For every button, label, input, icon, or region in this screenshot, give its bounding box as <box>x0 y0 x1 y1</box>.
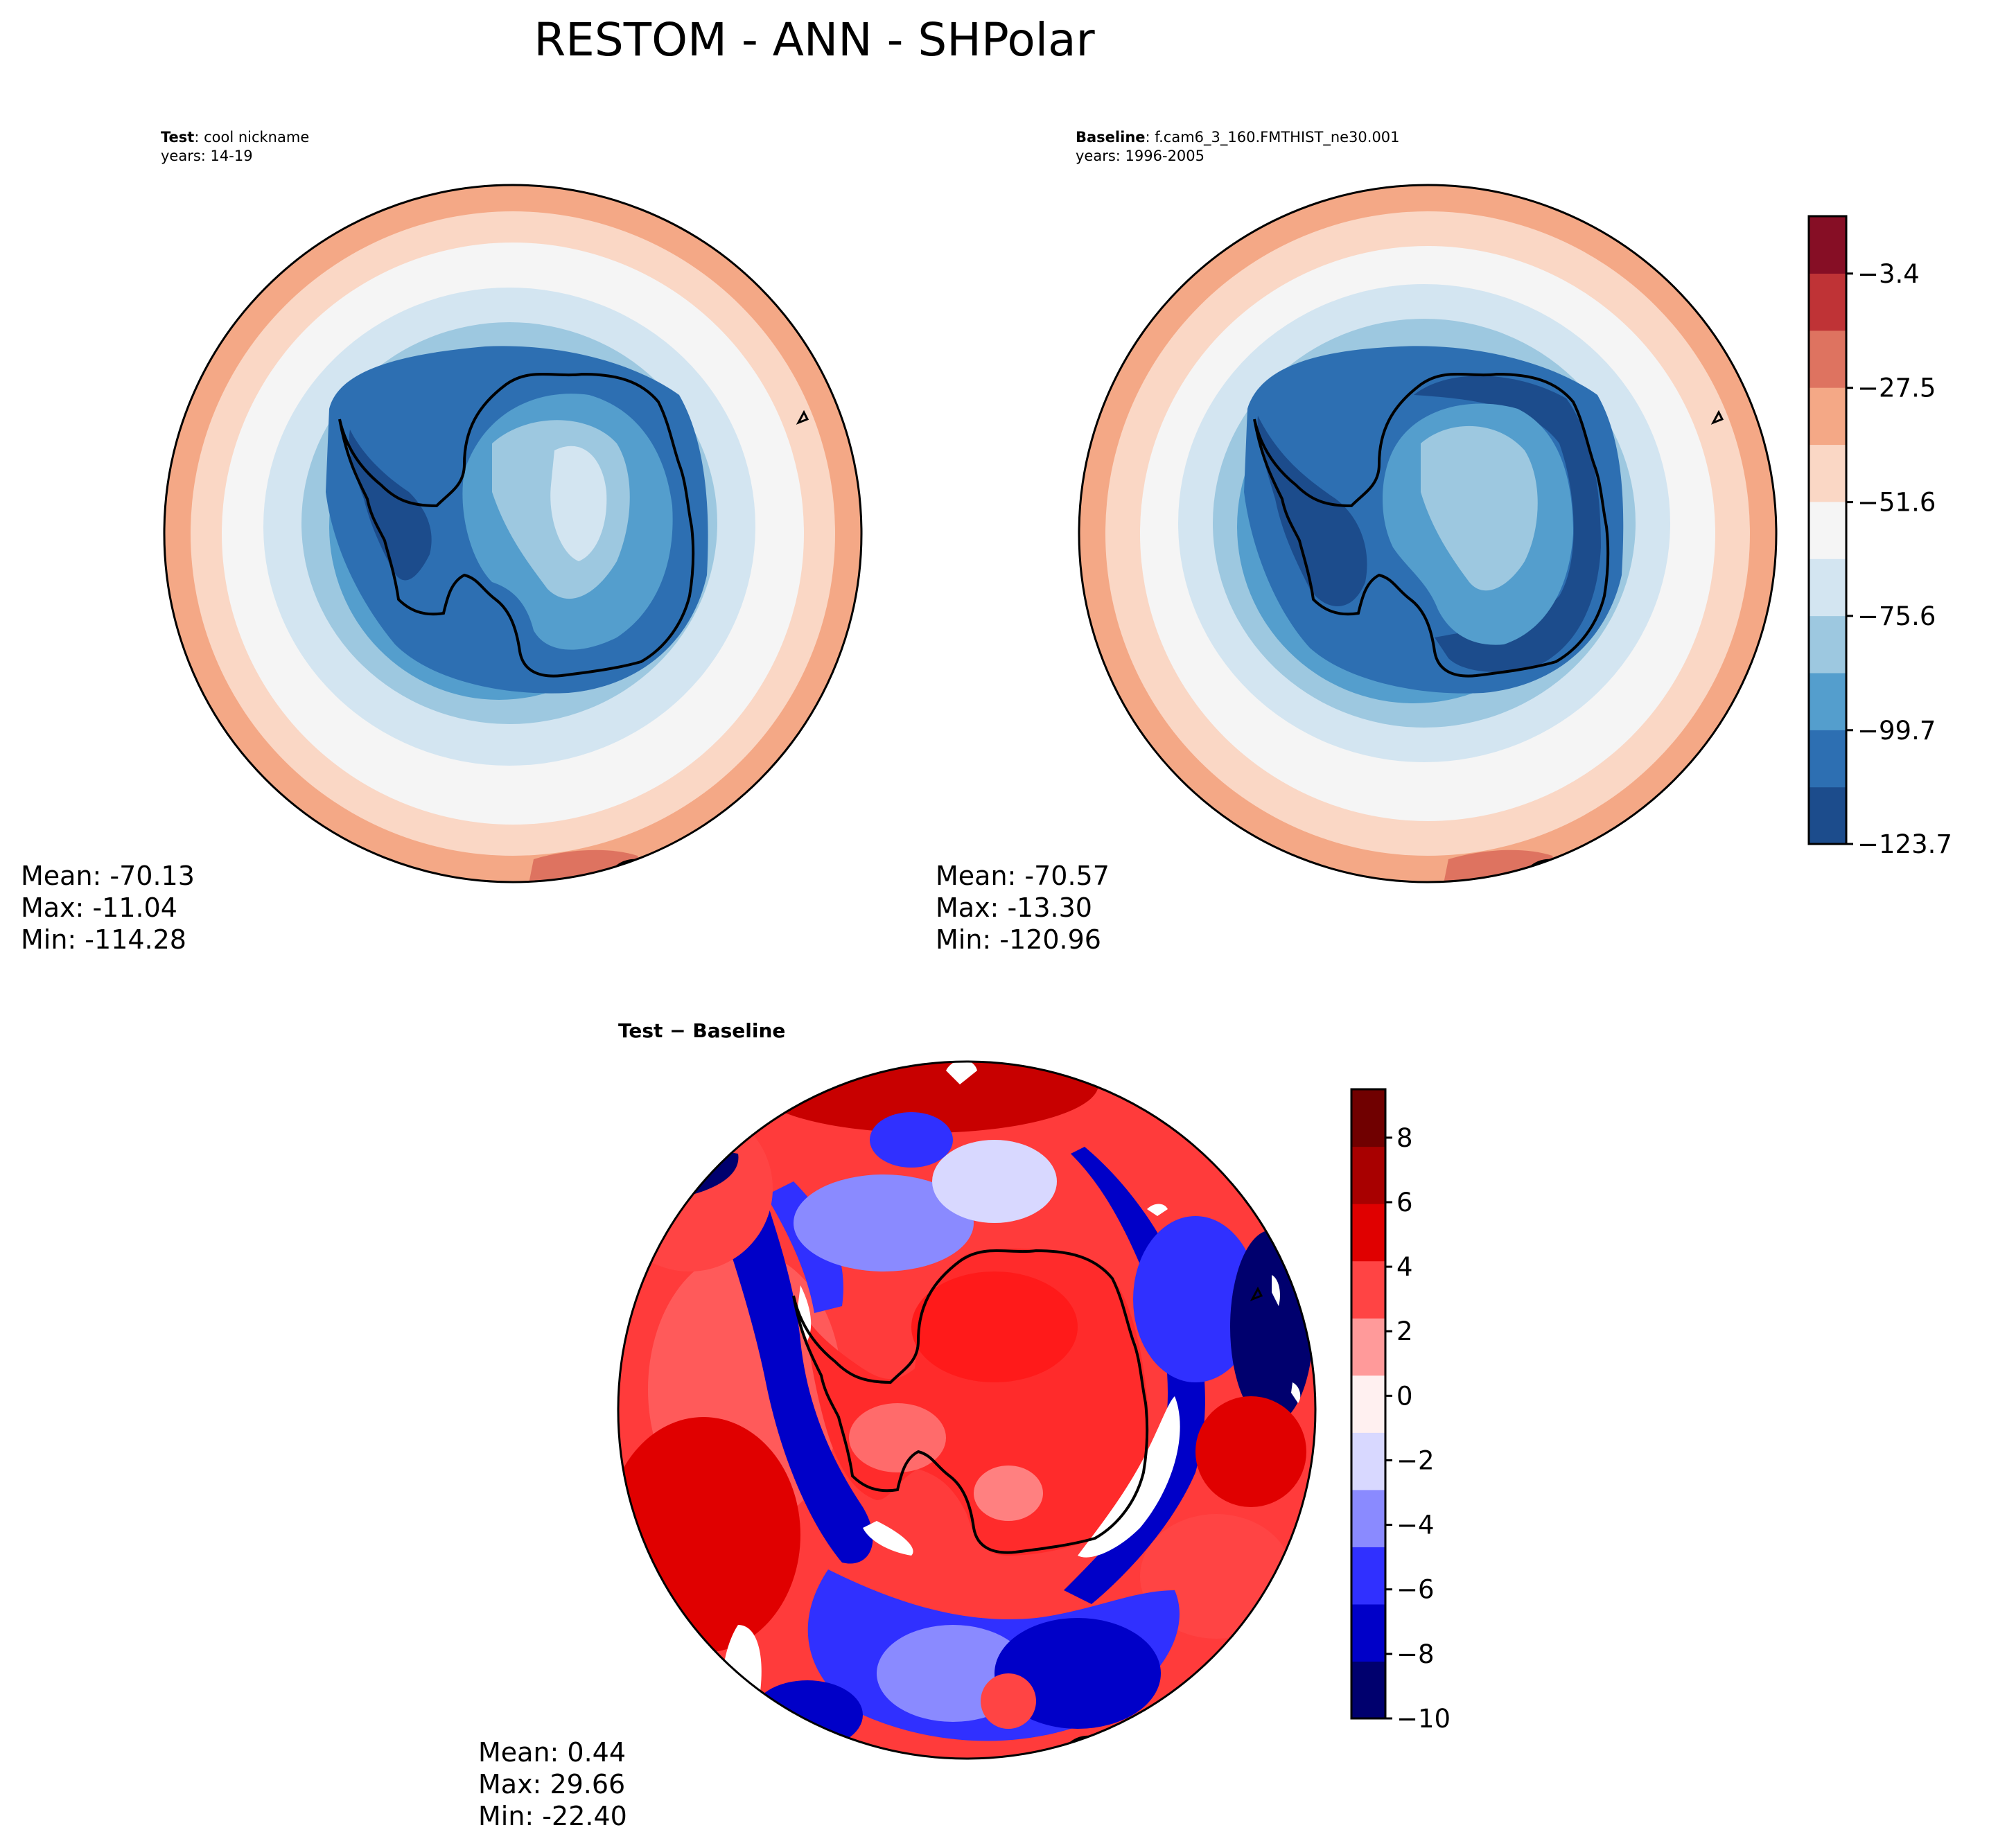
diff-colorbar-tick-label: −8 <box>1396 1639 1435 1669</box>
diff-map <box>618 1062 1315 1759</box>
diff-colorbar-tick-label: 2 <box>1396 1317 1413 1346</box>
diff-colorbar-tick-label: 0 <box>1396 1381 1413 1411</box>
baseline-panel-title: Baseline: f.cam6_3_160.FMTHIST_ne30.001 <box>1076 129 1400 146</box>
diff-colorbar-tick-label: −4 <box>1396 1511 1435 1540</box>
baseline-map-border <box>1078 184 1778 883</box>
test-label-rest: : cool nickname <box>194 129 309 146</box>
figure-title: RESTOM - ANN - SHPolar <box>534 13 1095 67</box>
test-years: years: 14-19 <box>161 148 253 164</box>
diff-colorbar-tick-label: −2 <box>1396 1445 1435 1475</box>
top-colorbar: −3.4 −27.5 −51.6 −75.6 −99.7 −123.7 <box>1807 215 1952 859</box>
top-colorbar-color-block <box>1809 387 1846 446</box>
diff-colorbar-tick-label: −6 <box>1396 1575 1435 1605</box>
baseline-panel: Baseline: f.cam6_3_160.FMTHIST_ne30.001 … <box>936 129 1778 955</box>
diff-colorbar-color-block <box>1351 1260 1385 1319</box>
diff-colorbar-tick-label: 8 <box>1396 1123 1413 1153</box>
top-colorbar-color-block <box>1809 672 1846 730</box>
top-colorbar-color-block <box>1809 216 1846 274</box>
top-colorbar-color-block <box>1809 501 1846 559</box>
top-colorbar-tick-label: −99.7 <box>1857 716 1936 746</box>
baseline-years: years: 1996-2005 <box>1076 148 1204 164</box>
top-colorbar-color-block <box>1809 273 1846 331</box>
baseline-stat-mean: Mean: -70.57 <box>936 861 1110 891</box>
diff-panel: Test − Baseline <box>478 1019 1317 1831</box>
baseline-stat-min: Min: -120.96 <box>936 924 1101 955</box>
diff-stat-max: Max: 29.66 <box>478 1769 625 1799</box>
diff-colorbar-color-block <box>1351 1661 1385 1719</box>
baseline-map <box>1079 185 1776 882</box>
diff-colorbar-color-block <box>1351 1204 1385 1262</box>
top-colorbar-color-block <box>1809 444 1846 502</box>
diff-colorbar-color-block <box>1351 1375 1385 1433</box>
top-colorbar-tick-label: −51.6 <box>1857 488 1936 518</box>
test-panel-title: Test: cool nickname <box>161 129 309 146</box>
diff-colorbar-tick-label: −10 <box>1396 1704 1451 1734</box>
test-map <box>164 185 861 882</box>
top-colorbar-frame <box>1807 215 1848 845</box>
top-colorbar-color-block <box>1809 615 1846 674</box>
top-colorbar-color-block <box>1809 558 1846 617</box>
diff-colorbar-color-block <box>1351 1318 1385 1376</box>
diff-stat-min: Min: -22.40 <box>478 1801 627 1831</box>
diff-colorbar-frame <box>1350 1088 1387 1720</box>
top-colorbar-color-block <box>1809 730 1846 788</box>
diff-map-border <box>617 1060 1317 1760</box>
diff-panel-title: Test − Baseline <box>618 1019 785 1042</box>
diff-colorbar-color-block <box>1351 1489 1385 1547</box>
diff-stat-mean: Mean: 0.44 <box>478 1737 626 1768</box>
top-colorbar-tick-label: −75.6 <box>1857 601 1936 631</box>
diff-colorbar-color-block <box>1351 1146 1385 1204</box>
top-colorbar-tick-label: −3.4 <box>1857 259 1920 289</box>
test-label-bold: Test <box>161 129 194 146</box>
top-colorbar-color-block <box>1809 330 1846 388</box>
test-stat-max: Max: -11.04 <box>21 892 177 923</box>
diff-colorbar: 8 6 4 2 0 −2 −4 −6 −8 −10 <box>1350 1088 1451 1734</box>
baseline-label-rest: : f.cam6_3_160.FMTHIST_ne30.001 <box>1146 129 1400 146</box>
test-stat-min: Min: -114.28 <box>21 924 186 955</box>
diff-colorbar-color-block <box>1351 1089 1385 1147</box>
test-stat-mean: Mean: -70.13 <box>21 861 195 891</box>
top-colorbar-color-block <box>1809 786 1846 845</box>
test-panel: Test: cool nickname years: 14-19 <box>21 129 863 955</box>
diff-colorbar-color-block <box>1351 1603 1385 1662</box>
diff-colorbar-color-block <box>1351 1547 1385 1605</box>
diff-colorbar-tick-label: 4 <box>1396 1252 1413 1282</box>
test-map-border <box>163 184 863 883</box>
top-colorbar-tick-label: −123.7 <box>1857 829 1952 859</box>
diff-colorbar-tick-label: 6 <box>1396 1188 1413 1217</box>
diff-colorbar-color-block <box>1351 1432 1385 1490</box>
baseline-stat-max: Max: -13.30 <box>936 892 1092 923</box>
top-colorbar-tick-label: −27.5 <box>1857 373 1936 403</box>
baseline-label-bold: Baseline <box>1076 129 1146 146</box>
